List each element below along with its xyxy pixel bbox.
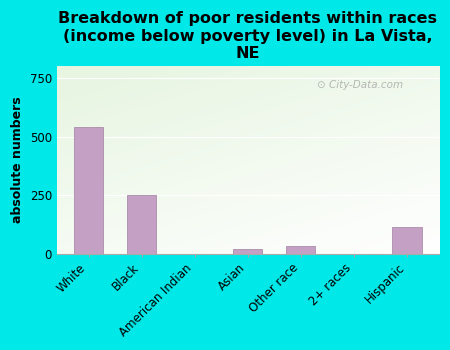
Bar xyxy=(74,127,103,254)
Bar xyxy=(127,195,156,254)
Title: Breakdown of poor residents within races
(income below poverty level) in La Vist: Breakdown of poor residents within races… xyxy=(58,11,437,61)
Text: ⊙ City-Data.com: ⊙ City-Data.com xyxy=(317,80,403,90)
Bar xyxy=(286,246,315,254)
Bar xyxy=(233,249,262,254)
Bar xyxy=(392,227,422,254)
Y-axis label: absolute numbers: absolute numbers xyxy=(11,97,24,223)
